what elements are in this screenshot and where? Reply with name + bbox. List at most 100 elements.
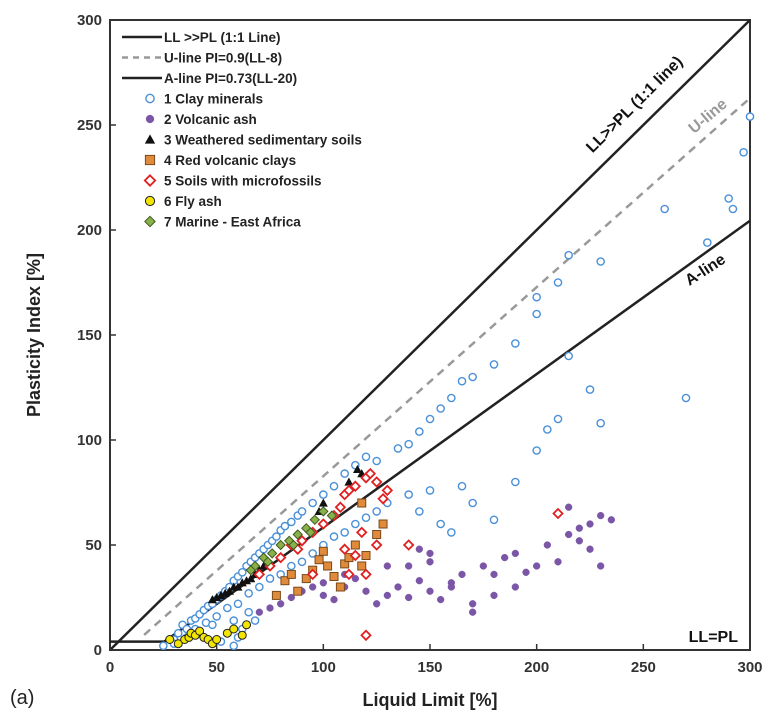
data-point <box>288 539 299 551</box>
data-point <box>522 568 530 576</box>
2-volcanic-ash-series <box>255 503 615 616</box>
ll-pl-1-1-line-line <box>109 19 751 651</box>
legend-label: 7 Marine - East Africa <box>164 215 301 230</box>
data-point <box>287 561 296 571</box>
data-point <box>329 572 339 581</box>
data-point <box>586 520 594 528</box>
data-point <box>597 511 605 520</box>
data-point <box>745 112 755 121</box>
data-point <box>373 600 381 608</box>
data-point <box>361 551 371 560</box>
data-point <box>469 608 477 616</box>
data-point <box>253 568 266 581</box>
data-point <box>309 514 321 526</box>
data-point <box>266 604 274 612</box>
data-point <box>318 506 329 517</box>
data-point <box>351 574 359 583</box>
data-point <box>728 204 738 214</box>
data-point <box>305 527 316 538</box>
y-tick-label: 50 <box>85 537 102 554</box>
data-point <box>296 535 308 547</box>
x-tick-label: 200 <box>524 659 549 676</box>
data-point <box>490 570 498 579</box>
data-point <box>266 548 278 559</box>
data-point <box>165 635 175 644</box>
data-point <box>739 147 748 157</box>
data-point <box>308 549 317 558</box>
data-point <box>565 503 573 511</box>
data-point <box>246 574 256 583</box>
legend-label: 3 Weathered sedimentary soils <box>164 133 362 148</box>
data-point <box>415 507 424 516</box>
data-point <box>318 498 328 507</box>
data-point <box>173 628 183 638</box>
data-point <box>244 607 253 617</box>
data-point <box>370 539 383 551</box>
data-point <box>173 639 183 649</box>
data-point <box>222 628 232 638</box>
x-tick-label: 300 <box>737 659 762 676</box>
legend-marker <box>144 195 156 207</box>
data-point <box>426 587 434 595</box>
data-point <box>360 629 372 642</box>
x-tick-label: 100 <box>311 659 336 676</box>
data-point <box>244 589 253 598</box>
data-point <box>425 486 435 495</box>
legend-marker <box>145 93 155 104</box>
data-point <box>329 532 339 541</box>
legend: LL >>PL (1:1 Line) U-line PI=0.9(LL-8) A-l… <box>122 30 362 230</box>
annotation-u-line: U-line <box>686 96 731 138</box>
data-point <box>394 583 402 591</box>
data-point <box>212 593 222 602</box>
data-point <box>543 425 552 434</box>
legend-label: 6 Fly ash <box>164 194 222 209</box>
data-point <box>532 309 541 319</box>
data-point <box>681 393 691 403</box>
y-tick-label: 0 <box>94 642 102 659</box>
data-point <box>415 577 423 585</box>
data-point <box>377 493 389 505</box>
data-point <box>447 583 455 591</box>
data-point <box>383 562 391 570</box>
data-point <box>596 257 605 266</box>
data-point <box>308 498 317 508</box>
data-point <box>297 507 307 516</box>
data-point <box>585 385 595 394</box>
data-point <box>532 292 541 302</box>
y-axis-title: Plasticity Index [%] <box>24 253 44 417</box>
data-point <box>425 414 435 424</box>
data-point <box>469 600 477 608</box>
data-point <box>490 591 498 600</box>
data-point <box>293 586 303 596</box>
data-point <box>357 498 367 508</box>
data-point <box>370 476 383 488</box>
legend-marker <box>144 154 156 166</box>
data-point <box>220 588 230 597</box>
data-point <box>286 569 296 579</box>
data-point <box>597 562 605 570</box>
data-point <box>265 574 275 583</box>
data-point <box>287 517 296 527</box>
data-point <box>564 351 573 361</box>
data-point <box>351 519 360 529</box>
data-point <box>237 578 247 587</box>
data-point <box>275 539 286 551</box>
data-point <box>237 630 247 640</box>
data-point <box>415 545 423 553</box>
data-point <box>350 540 360 550</box>
legend-label: 5 Soils with microfossils <box>164 174 322 189</box>
data-point <box>338 543 351 555</box>
data-point <box>323 561 333 571</box>
data-point <box>457 481 467 491</box>
data-point <box>607 516 615 524</box>
data-point <box>372 507 381 516</box>
data-point <box>372 530 382 539</box>
data-point <box>233 599 243 609</box>
data-point <box>511 477 520 487</box>
data-point <box>511 583 519 591</box>
data-point <box>533 562 541 570</box>
x-tick-label: 150 <box>417 659 442 676</box>
data-point <box>511 549 519 558</box>
data-point <box>360 568 372 581</box>
